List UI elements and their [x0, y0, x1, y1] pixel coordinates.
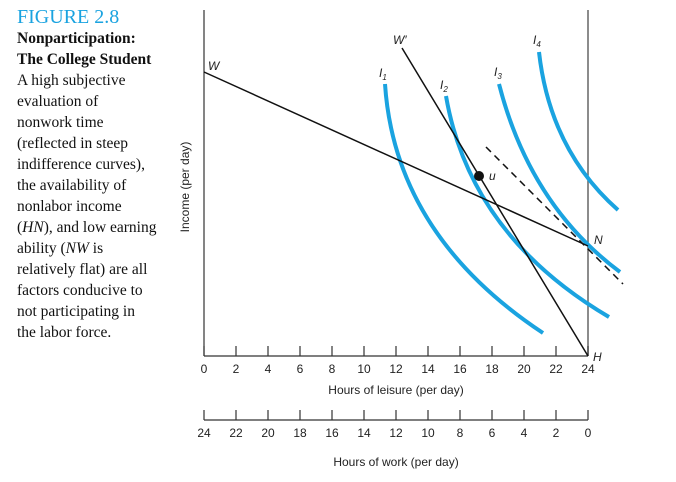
label-i2: I2: [440, 78, 448, 94]
budget-line-wn: [203, 71, 589, 247]
leisure-tick-label: 22: [549, 362, 563, 376]
figure-number: FIGURE 2.8: [17, 6, 120, 28]
work-ticks: 24 22 20 18 16 14 12 10 8 6 4 2 0: [197, 410, 592, 440]
leisure-tick-label: 0: [201, 362, 208, 376]
desc-text: A high subjective evaluation of nonwork …: [17, 72, 145, 236]
work-tick-label: 24: [197, 426, 211, 440]
leisure-tick-label: 18: [485, 362, 499, 376]
leisure-tick-label: 16: [453, 362, 467, 376]
leisure-tick-label: 4: [265, 362, 272, 376]
desc-text: ), and low earning ability (: [17, 219, 157, 257]
work-tick-label: 4: [521, 426, 528, 440]
leisure-tick-label: 8: [329, 362, 336, 376]
work-tick-label: 6: [489, 426, 496, 440]
label-i3: I3: [494, 65, 502, 81]
work-tick-label: 0: [585, 426, 592, 440]
leisure-tick-label: 6: [297, 362, 304, 376]
label-h: H: [593, 350, 602, 364]
indifference-curve-i4: [537, 51, 620, 212]
work-axis-label: Hours of work (per day): [333, 455, 458, 469]
label-w-prime: W′: [393, 33, 407, 47]
work-tick-label: 14: [357, 426, 371, 440]
work-tick-label: 8: [457, 426, 464, 440]
leisure-tick-label: 12: [389, 362, 403, 376]
work-tick-label: 20: [261, 426, 275, 440]
leisure-tick-label: 14: [421, 362, 435, 376]
x-axis-label: Hours of leisure (per day): [328, 383, 463, 397]
label-i1: I1: [379, 66, 387, 82]
dashed-line: [485, 146, 624, 285]
work-tick-label: 12: [389, 426, 403, 440]
label-i4: I4: [533, 33, 541, 49]
work-tick-label: 10: [421, 426, 435, 440]
label-u: u: [489, 169, 496, 183]
leisure-tick-label: 20: [517, 362, 531, 376]
point-u: [474, 171, 484, 181]
label-w: W: [208, 59, 221, 73]
indifference-curve-i3: [497, 83, 622, 274]
leisure-tick-label: 2: [233, 362, 240, 376]
desc-text: is relatively flat) are all factors cond…: [17, 240, 148, 341]
work-tick-label: 22: [229, 426, 243, 440]
desc-hn: HN: [22, 219, 44, 236]
figure-caption: FIGURE 2.8 Nonparticipation: The College…: [17, 6, 157, 343]
leisure-ticks: 0 2 4 6 8 10 12 14 16 18 20 22 24: [201, 346, 595, 376]
figure-title: Nonparticipation: The College Student: [17, 30, 152, 68]
figure-description: A high subjective evaluation of nonwork …: [17, 70, 157, 343]
leisure-tick-label: 10: [357, 362, 371, 376]
y-axis-label: Income (per day): [178, 142, 192, 233]
label-n: N: [594, 233, 603, 247]
indifference-curve-i2: [444, 95, 611, 319]
work-tick-label: 2: [553, 426, 560, 440]
leisure-tick-label: 24: [581, 362, 595, 376]
indifference-curve-i1: [383, 83, 545, 335]
desc-nw: NW: [65, 240, 89, 257]
work-tick-label: 18: [293, 426, 307, 440]
budget-line-wprime-h: [401, 47, 589, 357]
work-tick-label: 16: [325, 426, 339, 440]
